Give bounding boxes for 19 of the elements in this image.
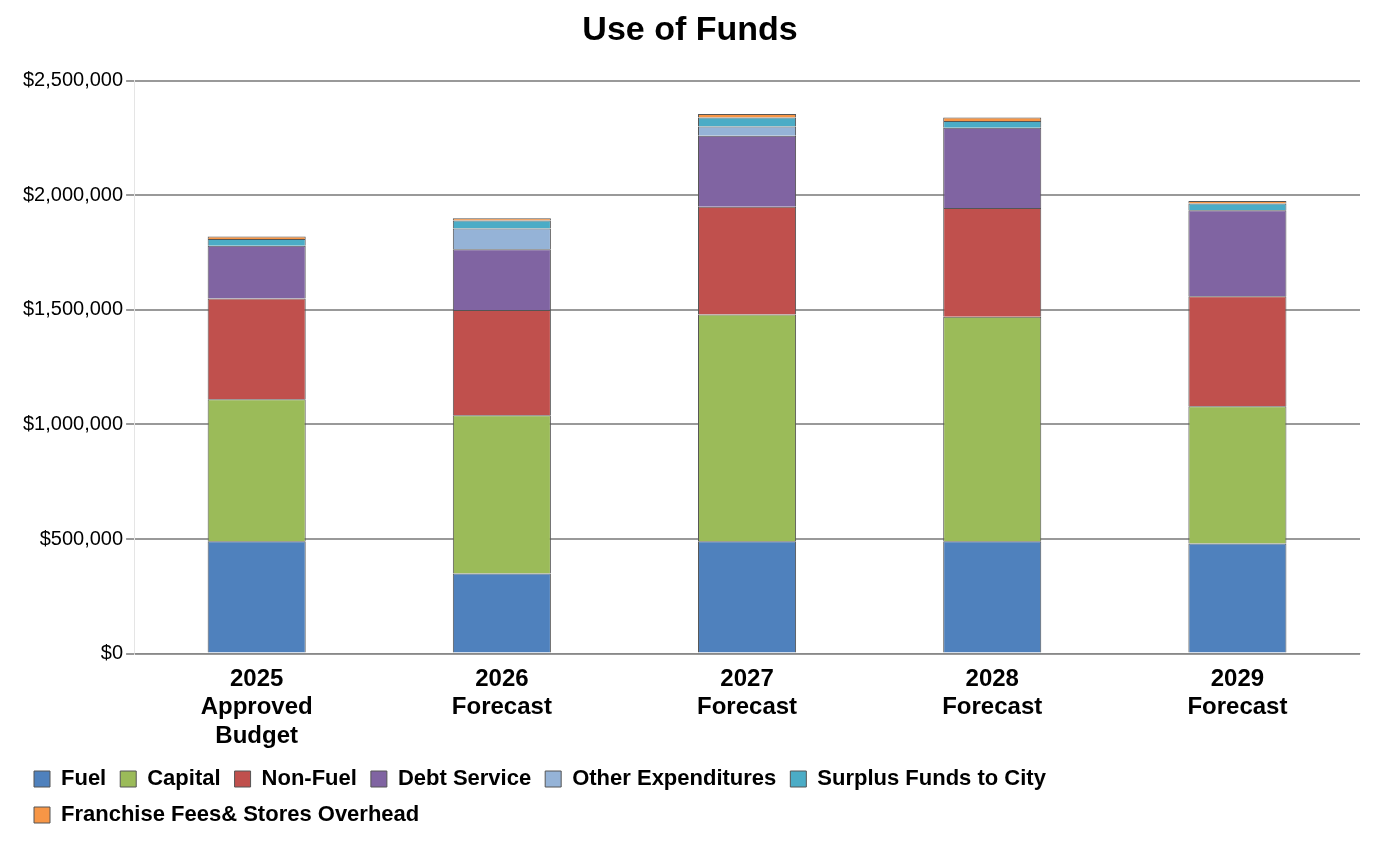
legend-label: Capital <box>147 765 221 791</box>
y-tick-label: $2,000,000 <box>22 182 124 205</box>
x-tick-label: 2028 Forecast <box>942 663 1043 720</box>
legend-label: Non-Fuel <box>261 765 357 791</box>
chart-title: Use of Funds <box>582 8 798 47</box>
legend-label: Debt Service <box>397 765 532 791</box>
legend-label: Surplus Funds to City <box>817 765 1047 791</box>
x-tick-label: 2026 Forecast <box>451 663 552 720</box>
legend-label: Franchise Fees& Stores Overhead <box>61 801 420 827</box>
legend-label: Fuel <box>61 765 107 791</box>
x-tick-label: 2027 Forecast <box>697 663 798 720</box>
y-tick-label: $1,500,000 <box>22 297 124 320</box>
x-tick-label: 2029 Forecast <box>1187 663 1288 720</box>
y-tick-label: $0 <box>100 641 124 664</box>
x-tick-label: 2025 Approved Budget <box>200 663 313 749</box>
y-tick-label: $2,500,000 <box>22 68 124 91</box>
y-tick-label: $1,000,000 <box>22 412 124 434</box>
legend-label: Other Expenditures <box>572 765 777 791</box>
y-tick-label: $500,000 <box>39 526 124 549</box>
